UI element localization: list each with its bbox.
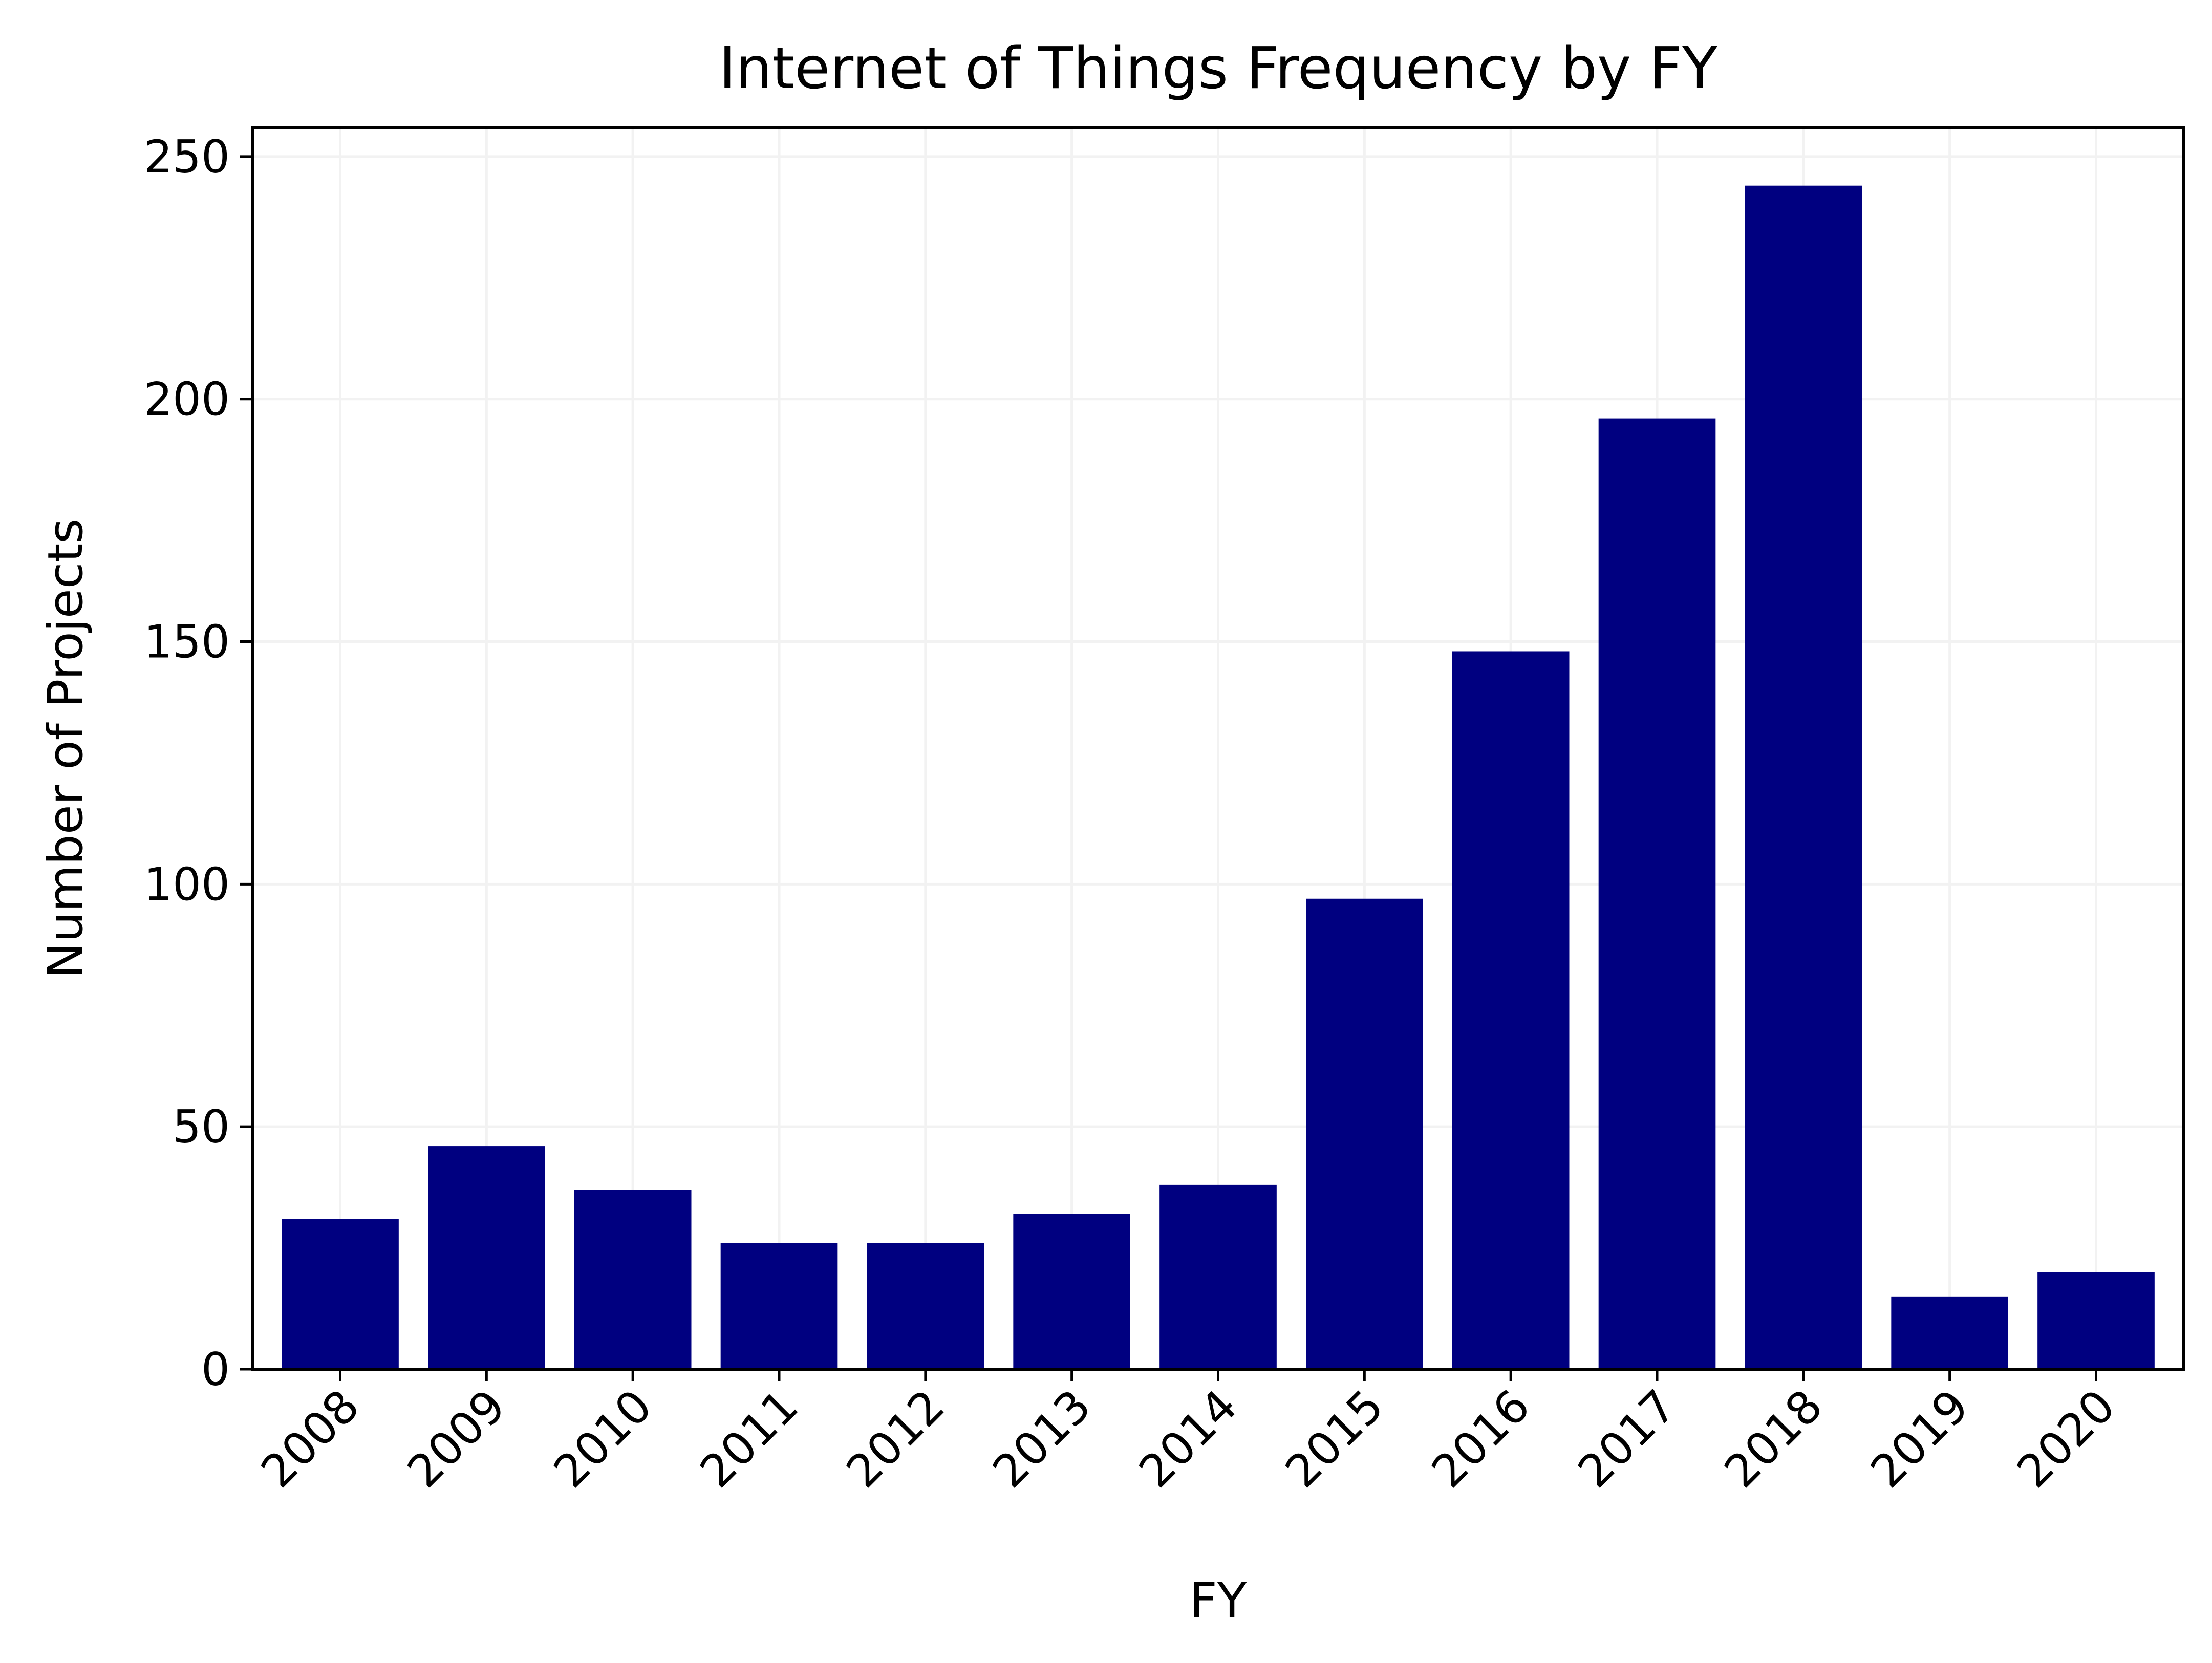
y-tick-label: 100 — [144, 858, 230, 911]
y-tick-label: 200 — [144, 373, 230, 426]
bar-2011 — [720, 1243, 838, 1369]
x-axis-title: FY — [1190, 1573, 1247, 1629]
bar-2010 — [574, 1190, 692, 1369]
bar-2014 — [1159, 1184, 1277, 1369]
bar-2012 — [867, 1243, 984, 1369]
y-tick-label: 150 — [144, 616, 230, 668]
y-tick-label: 0 — [201, 1343, 230, 1396]
bar-2015 — [1306, 898, 1423, 1369]
bar-2008 — [282, 1219, 399, 1369]
bar-2016 — [1452, 651, 1570, 1369]
y-axis-title: Number of Projects — [38, 519, 94, 979]
bar-2009 — [428, 1146, 545, 1369]
y-axis-ticks: 0 50 100 150 200 250 — [144, 131, 252, 1396]
y-tick-label: 50 — [173, 1100, 230, 1153]
bar-2020 — [2037, 1272, 2155, 1369]
bar-2019 — [1891, 1296, 2008, 1369]
chart-title: Internet of Things Frequency by FY — [719, 35, 1717, 102]
bar-2013 — [1013, 1214, 1130, 1369]
bar-2018 — [1745, 185, 1862, 1369]
bars — [282, 185, 2155, 1369]
bar-2017 — [1598, 418, 1716, 1369]
y-tick-label: 250 — [144, 131, 230, 183]
